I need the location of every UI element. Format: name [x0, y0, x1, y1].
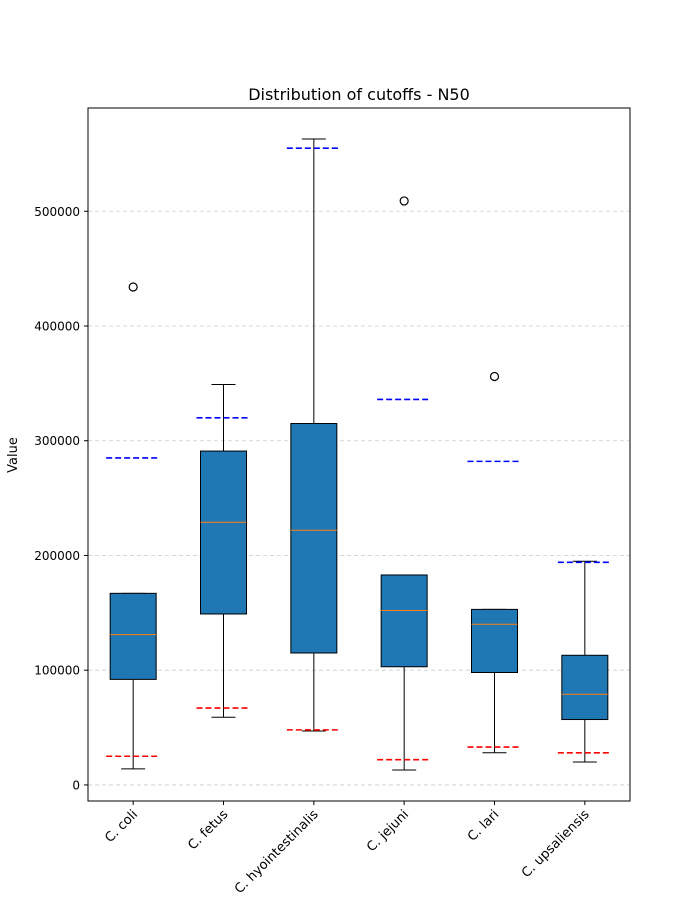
x-tick-label: C. lari	[465, 807, 502, 844]
box-iqr	[380, 574, 428, 668]
y-tick-label: 200000	[34, 549, 80, 563]
outlier-point	[489, 371, 500, 382]
box-iqr	[561, 654, 609, 721]
x-tick-label: C. hyointestinalis	[232, 807, 322, 897]
box-group-6	[557, 560, 612, 763]
x-tick-label: C. jejuni	[364, 807, 412, 855]
box-iqr	[200, 450, 247, 615]
y-tick-label: 100000	[34, 664, 80, 678]
y-axis-label: Value	[6, 437, 21, 473]
box-group-1	[106, 282, 161, 770]
y-tick-label: 400000	[34, 319, 80, 333]
plot-frame	[87, 107, 631, 802]
y-axis: 0 100000 200000 300000 400000 500000	[34, 205, 88, 792]
grid-lines	[88, 210, 630, 786]
x-axis: C. coli C. fetus C. hyointestinalis C. jeju…	[102, 801, 593, 897]
x-tick-label: C. coli	[102, 807, 141, 846]
y-tick-label: 500000	[34, 205, 80, 219]
box-group-3	[286, 138, 341, 732]
chart-title: Distribution of cutoffs - N50	[248, 85, 470, 104]
box-iqr	[290, 423, 338, 654]
outlier-point	[399, 196, 409, 206]
box-group-2	[196, 384, 251, 718]
outlier-point	[128, 282, 138, 292]
box-group-5	[467, 371, 522, 754]
x-tick-label: C. upsaliensis	[519, 807, 593, 881]
box-group-4	[377, 196, 432, 771]
box-iqr	[109, 592, 157, 680]
box-iqr	[471, 608, 518, 673]
y-tick-label: 300000	[34, 434, 80, 448]
x-tick-label: C. fetus	[185, 807, 231, 853]
y-tick-label: 0	[72, 778, 80, 792]
box-marks	[106, 138, 612, 771]
